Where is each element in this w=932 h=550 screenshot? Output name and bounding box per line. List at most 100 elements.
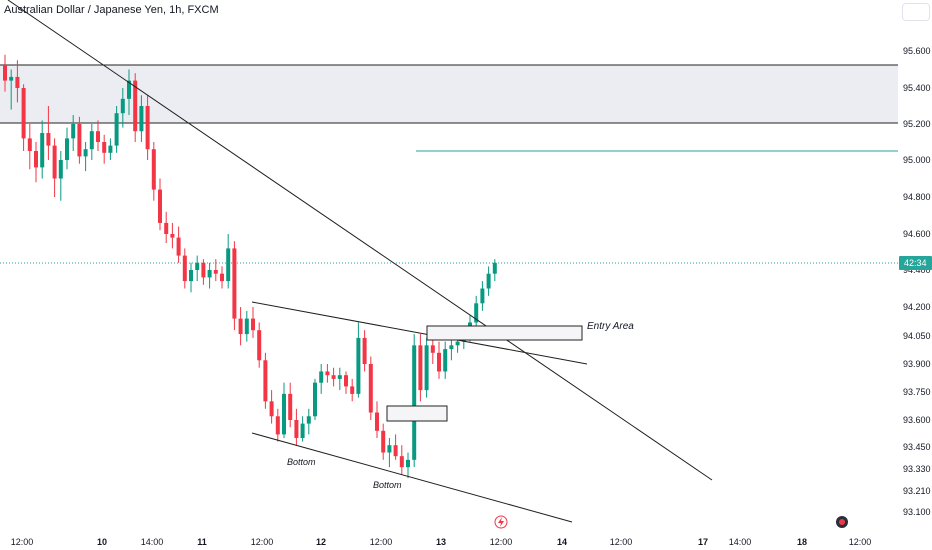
candle (269, 390, 274, 424)
candle (406, 452, 410, 479)
chart-title: Australian Dollar / Japanese Yen, 1h, FX… (4, 4, 219, 16)
candle (319, 364, 324, 394)
candle-body (127, 80, 131, 99)
candle-body (226, 248, 231, 282)
time-tick-label: 11 (197, 537, 207, 547)
candle (313, 378, 317, 420)
candle (9, 69, 14, 110)
candle (387, 438, 392, 468)
candle-body (350, 386, 355, 394)
time-tick-label: 14 (557, 537, 567, 547)
candle-body (170, 234, 175, 238)
candle (492, 259, 497, 282)
candle (127, 69, 131, 115)
candle-body (486, 273, 491, 289)
candle-body (182, 255, 187, 282)
candle (344, 371, 348, 394)
entry-area-box (426, 325, 583, 341)
candle (145, 95, 150, 160)
price-tick-label: 93.600 (903, 415, 931, 425)
candle (381, 423, 386, 460)
candle-body (319, 371, 324, 383)
candle-body (288, 393, 293, 420)
candle-body (213, 270, 218, 274)
candle-body (195, 262, 200, 270)
candle-body (418, 345, 423, 391)
candle-body (399, 456, 404, 468)
candle (213, 259, 218, 282)
wedge-upper-line (251, 301, 588, 365)
candle (393, 434, 398, 460)
candle-body (102, 142, 107, 153)
candle-body (139, 106, 144, 132)
candle-body (251, 318, 255, 331)
current-price-label: 42:34 (904, 258, 927, 268)
candle-body (443, 349, 448, 372)
candle (238, 307, 243, 346)
candle (21, 84, 26, 151)
candle (189, 262, 193, 293)
candle (15, 60, 20, 103)
candle (331, 367, 336, 387)
price-tick-label: 94.050 (903, 331, 931, 341)
candles-layer (3, 54, 497, 479)
candle (195, 255, 200, 282)
candle (325, 364, 330, 383)
trendlines-layer (7, 0, 898, 523)
current-price-tag (899, 256, 932, 270)
candle-body (375, 412, 379, 431)
candle-body (15, 76, 20, 88)
candle-body (220, 273, 224, 282)
time-tick-label: 13 (436, 537, 446, 547)
candle (182, 248, 187, 289)
candle (251, 307, 255, 338)
candle (120, 88, 125, 128)
candle (306, 408, 311, 435)
candle (449, 337, 454, 361)
candle (263, 352, 268, 409)
candle (375, 401, 379, 438)
price-tick-label: 95.400 (903, 83, 931, 93)
candle (337, 367, 342, 391)
time-axis: 12:00 10 14:00 11 12:00 12 12:00 13 12:00 14 12:00… (11, 515, 871, 547)
price-tick-label: 94.200 (903, 302, 931, 312)
candle (232, 241, 237, 331)
candle (300, 416, 305, 442)
candle (418, 334, 423, 402)
candle-body (89, 131, 94, 150)
candle (244, 310, 249, 342)
candle-body (21, 88, 26, 139)
time-tick-label: 14:00 (729, 537, 752, 547)
candle-body (257, 330, 262, 361)
candle-body (362, 337, 367, 364)
candle-body (77, 124, 82, 157)
time-tick-label: 12 (316, 537, 326, 547)
candle (437, 341, 441, 379)
candle (207, 262, 212, 289)
time-tick-label: 12:00 (251, 537, 274, 547)
wedge-lower-line (251, 432, 573, 523)
price-tick-label: 93.450 (903, 442, 931, 452)
chart-widget-button[interactable] (902, 3, 930, 21)
candle (294, 408, 299, 446)
price-tick-label: 95.200 (903, 119, 931, 129)
candle (52, 138, 57, 197)
candle-body (189, 270, 193, 282)
candle-body (46, 133, 51, 146)
descending-trendline (7, 0, 713, 481)
candle (96, 120, 100, 151)
candle-body (455, 341, 460, 346)
candle-body (145, 106, 150, 150)
demand-box (386, 405, 448, 422)
candle-body (449, 345, 454, 350)
candle-body (151, 149, 156, 190)
candle (133, 73, 138, 142)
candle-body (424, 345, 429, 391)
candle (474, 295, 479, 331)
annotations-layer: Entry Area Bottom Bottom (287, 321, 634, 490)
candle (170, 222, 175, 249)
candle-body (337, 375, 342, 379)
candle-body (71, 124, 76, 139)
candle (226, 234, 231, 289)
